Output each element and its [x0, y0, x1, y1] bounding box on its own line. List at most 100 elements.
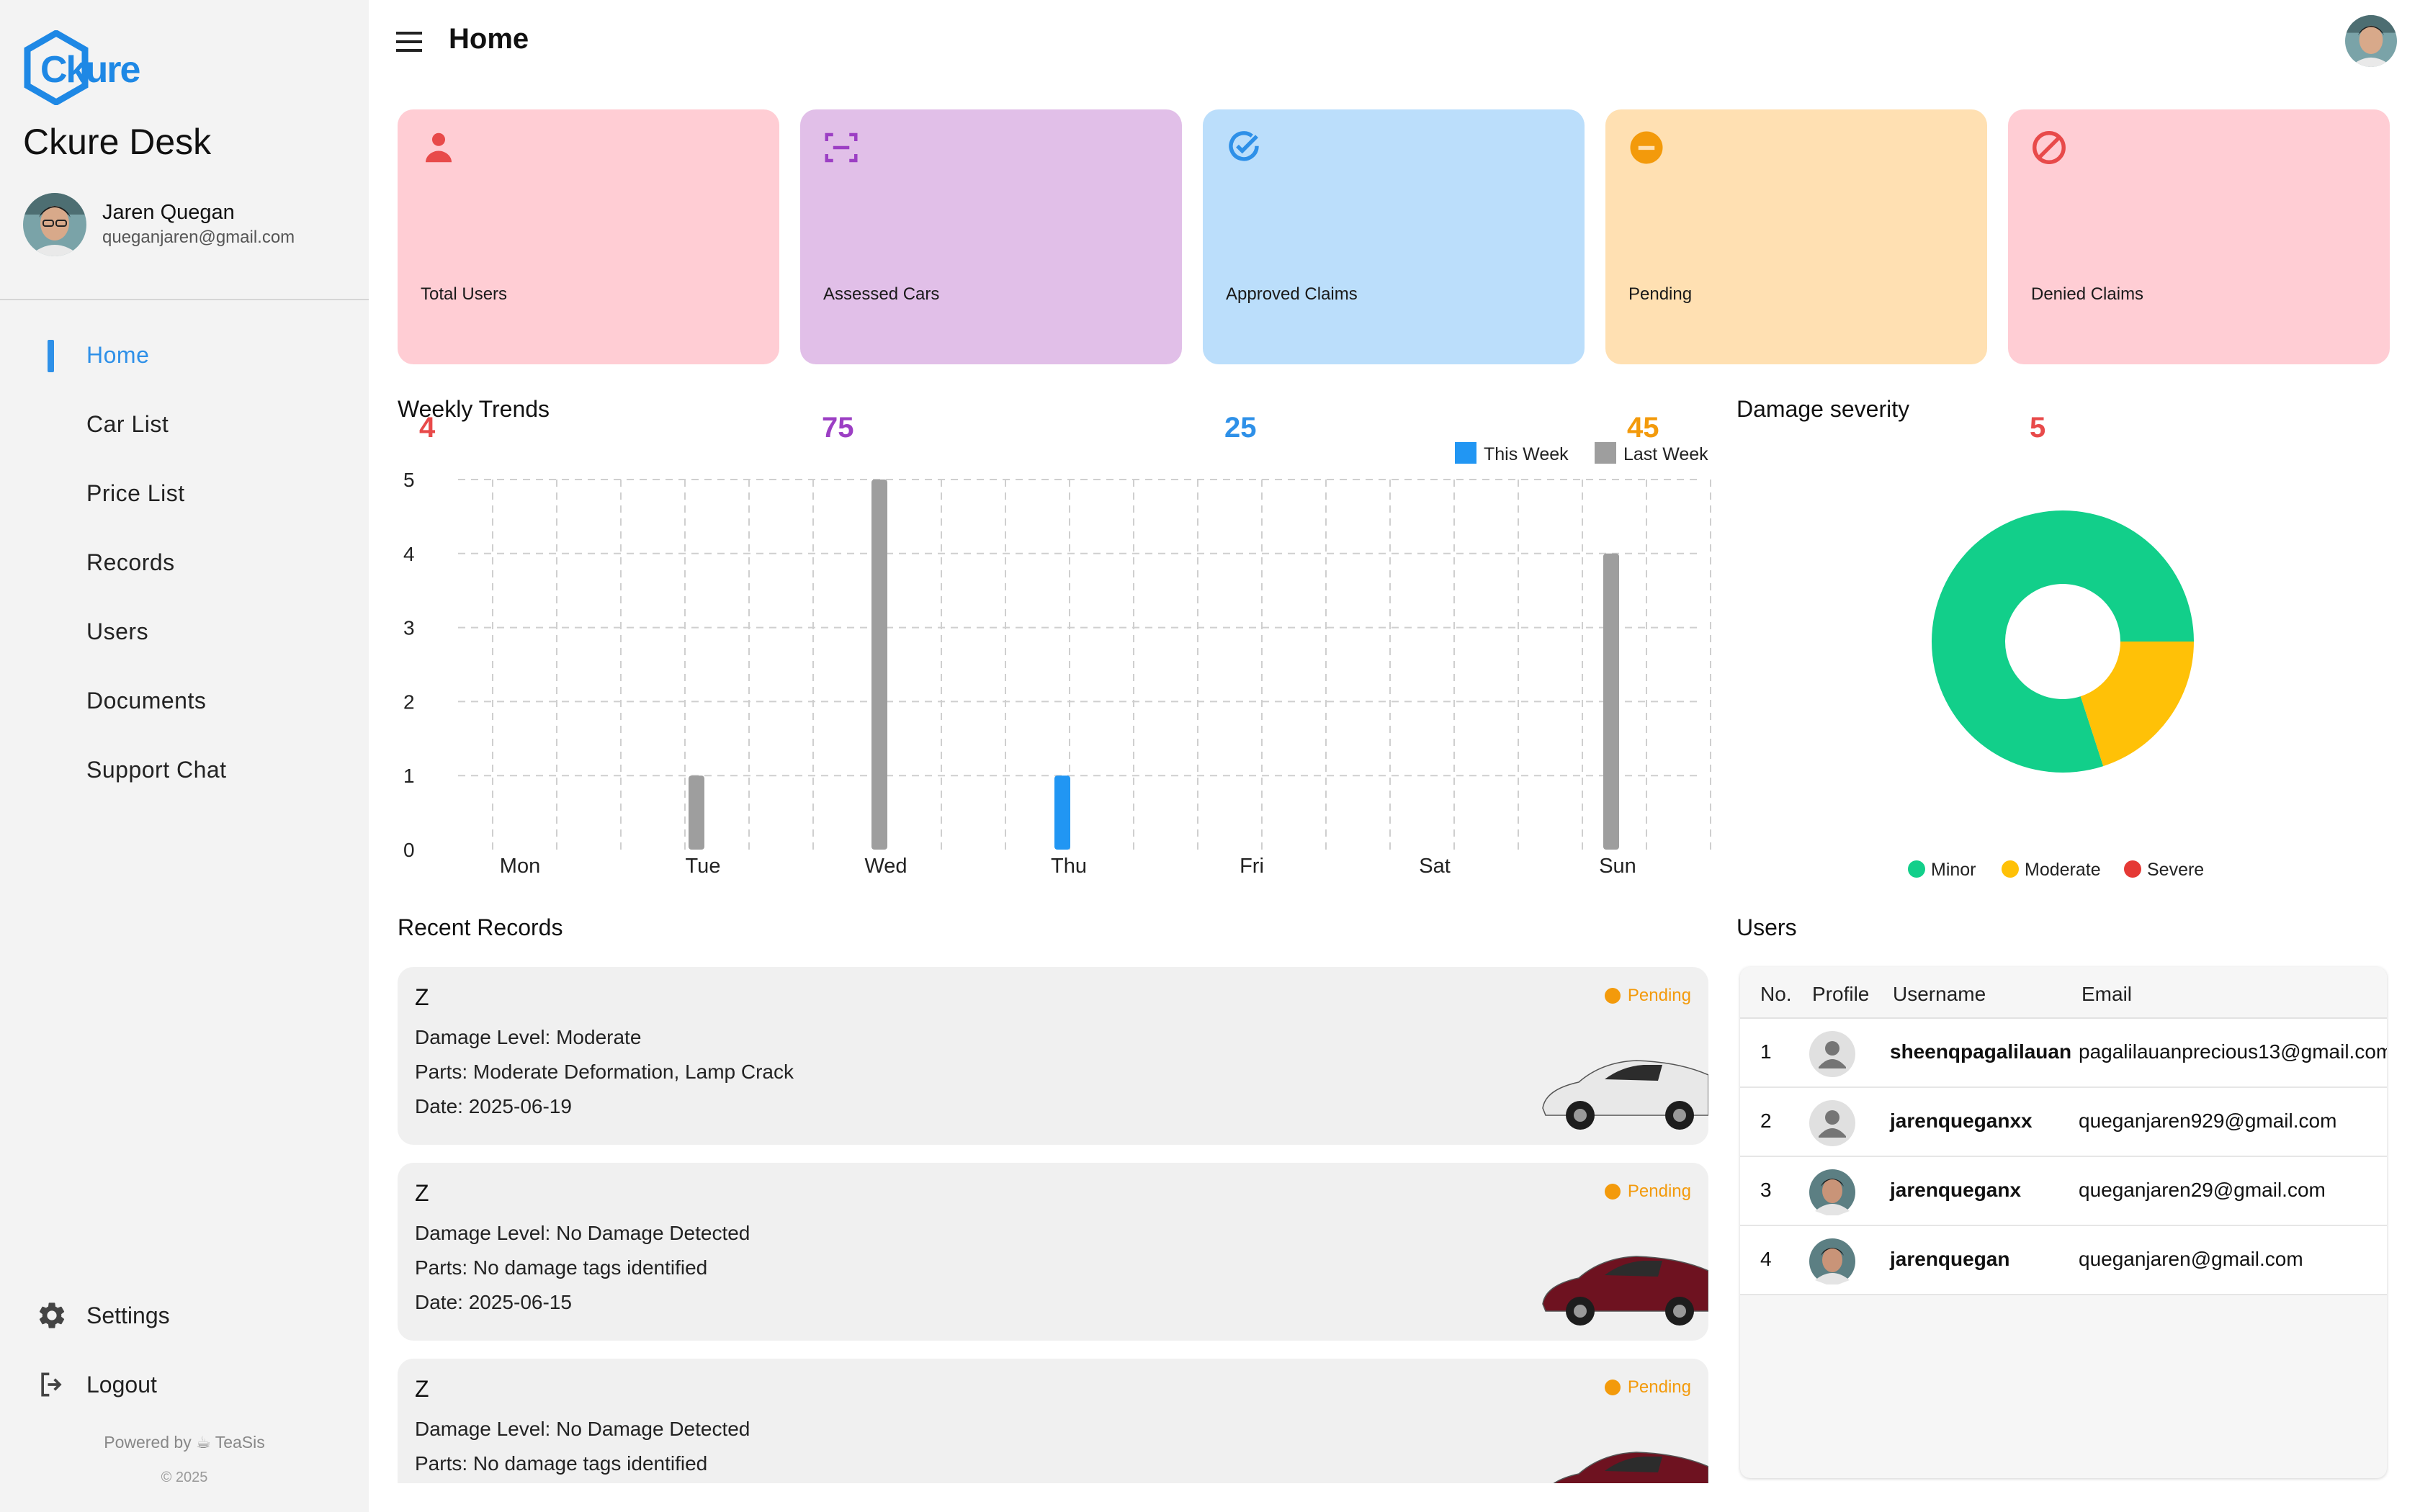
sidebar-item-documents[interactable]: Documents — [86, 688, 207, 714]
stat-card-pending[interactable]: Pending 45 — [1605, 109, 1987, 444]
block-icon — [2033, 131, 2066, 164]
sidebar-item-records[interactable]: Records — [86, 549, 175, 575]
users-table: No. Profile Username Email 1 sheenqpagali… — [1740, 967, 2387, 1478]
table-row[interactable]: 3 jarenqueganx queganjaren29@gmail.com — [1740, 1157, 2387, 1226]
x-tick-label: Mon — [500, 855, 540, 878]
record-damage-level: Damage Level: Moderate — [415, 1026, 642, 1048]
legend-swatch — [1595, 442, 1616, 464]
powered-by: Powered by ☕ TeaSis — [104, 1433, 265, 1452]
status-badge: Pending — [1604, 1182, 1691, 1202]
user-icon — [426, 132, 452, 163]
stat-card-approved-claims[interactable]: Approved Claims 25 — [1203, 109, 1585, 444]
cell-email: queganjaren29@gmail.com — [2079, 1179, 2326, 1201]
recent-records-title: Recent Records — [398, 914, 563, 940]
table-row[interactable]: 1 sheenqpagalilauan pagalilauanprecious13@… — [1740, 1019, 2387, 1088]
avatar — [1809, 1100, 1855, 1146]
header-avatar[interactable] — [2345, 15, 2397, 67]
stat-value: 5 — [2030, 412, 2046, 444]
stat-value: 25 — [1224, 412, 1257, 444]
settings-label: Settings — [86, 1302, 170, 1328]
legend-dot — [2002, 860, 2019, 878]
sidebar-item-price-list[interactable]: Price List — [86, 480, 185, 506]
stat-card-total-users[interactable]: Total Users 4 — [398, 109, 779, 444]
cell-email: queganjaren929@gmail.com — [2079, 1110, 2337, 1132]
sidebar-item-home[interactable]: Home — [0, 320, 369, 390]
car-thumbnail — [1542, 1060, 1708, 1130]
stat-label: Pending — [1628, 284, 1693, 304]
record-date: Date: 2025-06-19 — [415, 1095, 572, 1117]
users-title: Users — [1736, 914, 1797, 940]
settings-button[interactable]: Settings — [0, 1281, 369, 1350]
slice-minor — [1932, 510, 2194, 773]
legend-dot — [1908, 860, 1925, 878]
status-badge: Pending — [1604, 986, 1691, 1006]
logout-icon — [41, 1372, 62, 1397]
record-card[interactable]: Z Pending Damage Level: No Damage Detect… — [398, 1359, 1708, 1483]
column-header-email: Email — [2081, 983, 2133, 1005]
y-tick-label: 2 — [403, 690, 415, 713]
stat-card-assessed-cars[interactable]: Assessed Cars 75 — [800, 109, 1182, 444]
x-tick-label: Thu — [1051, 855, 1087, 878]
cell-email: queganjaren@gmail.com — [2079, 1248, 2303, 1270]
status-badge: Pending — [1604, 1377, 1691, 1398]
status-text: Pending — [1627, 1377, 1691, 1397]
bar-this-week-thu — [1054, 775, 1070, 850]
y-tick-label: 0 — [403, 839, 415, 861]
record-damage-level: Damage Level: No Damage Detected — [415, 1418, 750, 1440]
car-window — [1605, 1261, 1662, 1277]
sidebar-item-users[interactable]: Users — [86, 618, 149, 644]
sidebar-profile[interactable]: Jaren Quegan queganjaren@gmail.com — [23, 193, 295, 256]
sidebar-nav: Home Car List Price List Records Users D… — [0, 320, 369, 804]
car-hub — [1673, 1109, 1686, 1122]
sidebar: Ckure Ckure Desk Jaren Quegan queganjare… — [0, 0, 369, 1512]
check-circle-icon — [1229, 131, 1259, 161]
stat-label: Denied Claims — [2031, 284, 2144, 304]
record-name: Z — [415, 1376, 429, 1402]
car-thumbnail — [1553, 1452, 1708, 1483]
y-tick-label: 3 — [403, 617, 415, 639]
table-row[interactable]: 2 jarenqueganxx queganjaren929@gmail.com — [1740, 1088, 2387, 1157]
stat-label: Assessed Cars — [823, 284, 940, 304]
copyright: © 2025 — [161, 1470, 208, 1485]
legend-label: Last Week — [1623, 444, 1708, 464]
legend-dot — [2124, 860, 2141, 878]
weekly-trends-chart: 0 1 2 3 4 5 Mon Tue Wed Thu Fri Sat Sun This Week Last… — [403, 442, 1711, 878]
record-card[interactable]: Z Pending Damage Level: Moderate Parts: … — [398, 967, 1708, 1145]
x-tick-label: Tue — [686, 855, 721, 878]
stat-value: 75 — [822, 412, 854, 444]
minus-circle-icon — [1630, 131, 1663, 164]
x-tick-label: Wed — [864, 855, 907, 878]
logout-button[interactable]: Logout — [0, 1350, 369, 1419]
avatar — [1809, 1238, 1855, 1284]
column-header-no: No. — [1760, 983, 1792, 1005]
column-header-username: Username — [1893, 983, 1986, 1005]
sidebar-divider — [0, 299, 369, 300]
car-hub — [1574, 1109, 1587, 1122]
stat-card-denied-claims[interactable]: Denied Claims 5 — [2008, 109, 2390, 444]
cell-email: pagalilauanprecious13@gmail.com — [2079, 1040, 2387, 1063]
app-name: Ckure Desk — [23, 122, 212, 162]
recent-records-list[interactable]: Z Pending Damage Level: Moderate Parts: … — [398, 967, 1708, 1483]
cell-no: 1 — [1760, 1040, 1772, 1063]
sidebar-item-support-chat[interactable]: Support Chat — [86, 757, 227, 783]
record-card[interactable]: Z Pending Damage Level: No Damage Detect… — [398, 1163, 1708, 1341]
record-parts: Parts: No damage tags identified — [415, 1452, 708, 1475]
sidebar-bottom-nav: Settings Logout — [0, 1281, 369, 1419]
y-tick-label: 4 — [403, 543, 415, 565]
column-header-profile: Profile — [1812, 983, 1870, 1005]
legend-label: This Week — [1484, 444, 1569, 464]
bar-last-week-tue — [689, 775, 704, 850]
record-parts: Parts: No damage tags identified — [415, 1256, 708, 1279]
status-dot — [1604, 988, 1621, 1004]
hamburger-menu-icon[interactable] — [393, 29, 425, 55]
car-window — [1605, 1457, 1662, 1472]
gear-icon — [39, 1302, 65, 1328]
table-row[interactable]: 4 jarenquegan queganjaren@gmail.com — [1740, 1226, 2387, 1295]
cell-username: jarenqueganxx — [1890, 1110, 2033, 1132]
logo-text: Ckure — [40, 49, 140, 91]
weekly-trends-title: Weekly Trends — [398, 396, 550, 422]
avatar — [1809, 1031, 1855, 1077]
avatar — [1809, 1169, 1855, 1215]
sidebar-item-car-list[interactable]: Car List — [86, 411, 169, 437]
car-hub — [1673, 1305, 1686, 1318]
